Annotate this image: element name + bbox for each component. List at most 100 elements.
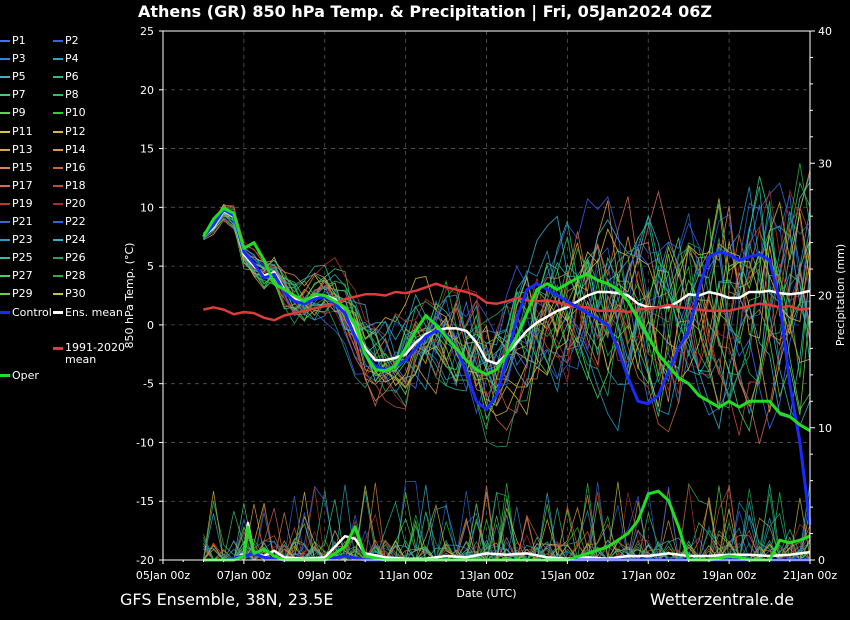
legend-swatch <box>53 347 63 351</box>
legend-label: P26 <box>65 251 86 265</box>
legend-label: P10 <box>65 106 86 120</box>
legend-item: P15 <box>0 161 33 175</box>
y-tick-label: -10 <box>136 436 154 449</box>
legend-swatch <box>53 94 63 97</box>
legend-item: P9 <box>0 106 26 120</box>
legend-item: P10 <box>53 106 86 120</box>
x-tick-label: 11Jan 00z <box>379 569 433 582</box>
legend-swatch <box>53 40 63 42</box>
y-tick-label: 5 <box>147 260 154 273</box>
legend-label: P16 <box>65 160 86 174</box>
legend-label: P3 <box>12 52 26 66</box>
y2-tick-label: 10 <box>818 422 832 435</box>
legend-item: P27 <box>0 269 33 283</box>
legend-label: P29 <box>12 287 33 301</box>
legend-label: P2 <box>65 34 79 47</box>
y2-tick-label: 0 <box>818 554 825 567</box>
legend-item: P4 <box>53 52 79 66</box>
legend-swatch <box>53 275 63 278</box>
y-tick-label: -20 <box>136 554 154 567</box>
chart-title: Athens (GR) 850 hPa Temp. & Precipitatio… <box>138 2 712 21</box>
legend-label: P9 <box>12 106 26 120</box>
legend-label: P24 <box>65 233 86 247</box>
legend-swatch <box>0 221 10 223</box>
legend-item: P17 <box>0 179 33 193</box>
y-axis-label: 850 hPa Temp. (°C) <box>123 243 136 349</box>
legend-item: P29 <box>0 287 33 301</box>
legend-swatch <box>0 40 10 42</box>
model-label: GFS Ensemble, 38N, 23.5E <box>120 590 334 609</box>
member-temp-line <box>203 213 811 433</box>
legend-item: P11 <box>0 125 33 139</box>
legend-swatch <box>0 257 10 260</box>
legend-swatch <box>53 148 63 151</box>
legend-item: 1991-2020 mean <box>53 341 135 365</box>
x-tick-label: 21Jan 00z <box>783 569 837 582</box>
legend-label: P14 <box>65 142 86 156</box>
legend-label: Oper <box>12 368 39 382</box>
y-tick-label: 25 <box>140 25 154 38</box>
site-label: Wetterzentrale.de <box>650 590 795 609</box>
legend-label: P30 <box>65 287 86 301</box>
legend-swatch <box>0 184 10 187</box>
y-tick-label: 0 <box>147 319 154 332</box>
series-line <box>202 208 812 525</box>
legend-label: P18 <box>65 178 86 192</box>
member-temp-line <box>203 206 811 448</box>
member-temp-line <box>203 163 811 385</box>
legend-label: P12 <box>65 124 86 138</box>
legend-swatch <box>0 293 10 296</box>
legend-label: P27 <box>12 269 33 283</box>
legend-label: P19 <box>12 196 33 210</box>
y2-axis-label: Precipitation (mm) <box>834 244 847 346</box>
legend-swatch <box>0 275 10 278</box>
legend-item: P12 <box>53 125 86 139</box>
legend-swatch <box>53 239 63 242</box>
legend-swatch <box>0 112 10 115</box>
legend-swatch <box>53 221 63 223</box>
legend-item: P2 <box>53 34 79 48</box>
legend-item: P8 <box>53 88 79 102</box>
legend-item: P16 <box>53 161 86 175</box>
legend-label: P5 <box>12 70 26 84</box>
legend-label: P4 <box>65 52 79 66</box>
legend-swatch <box>0 166 10 169</box>
x-tick-label: 09Jan 00z <box>298 569 352 582</box>
legend-label: P6 <box>65 70 79 84</box>
legend-label: P25 <box>12 251 33 265</box>
legend-label: P21 <box>12 215 33 228</box>
legend-item: P24 <box>53 233 86 247</box>
legend-item: P6 <box>53 70 79 84</box>
legend-item: P5 <box>0 70 26 84</box>
x-tick-label: 13Jan 00z <box>459 569 513 582</box>
legend-swatch <box>53 130 63 133</box>
legend-label: Ens. mean <box>65 305 123 319</box>
legend-item: P22 <box>53 215 86 229</box>
legend-item: P7 <box>0 88 26 102</box>
legend-label: P1 <box>12 34 26 47</box>
legend-swatch <box>0 311 10 314</box>
legend-item: Control <box>0 306 52 320</box>
y2-tick-label: 30 <box>818 157 832 170</box>
member-temp-line <box>203 218 811 411</box>
legend-label: Control <box>12 305 52 319</box>
y2-tick-label: 20 <box>818 290 832 303</box>
member-temp-line <box>203 207 811 416</box>
legend-swatch <box>0 94 10 97</box>
legend-item: P13 <box>0 143 33 157</box>
y-tick-label: 20 <box>140 84 154 97</box>
legend-swatch <box>53 202 63 205</box>
legend-item: P20 <box>53 197 86 211</box>
y2-tick-label: 40 <box>818 25 832 38</box>
member-precip-line <box>203 498 811 561</box>
y-tick-label: -15 <box>136 495 154 508</box>
legend-swatch <box>0 202 10 205</box>
x-tick-label: 17Jan 00z <box>621 569 675 582</box>
legend-swatch <box>53 58 63 61</box>
legend-label: P28 <box>65 269 86 283</box>
legend-item: P21 <box>0 215 33 229</box>
legend-label: P11 <box>12 124 33 138</box>
legend-label: P23 <box>12 233 33 247</box>
y-tick-label: 10 <box>140 201 154 214</box>
member-temp-line <box>203 204 811 397</box>
